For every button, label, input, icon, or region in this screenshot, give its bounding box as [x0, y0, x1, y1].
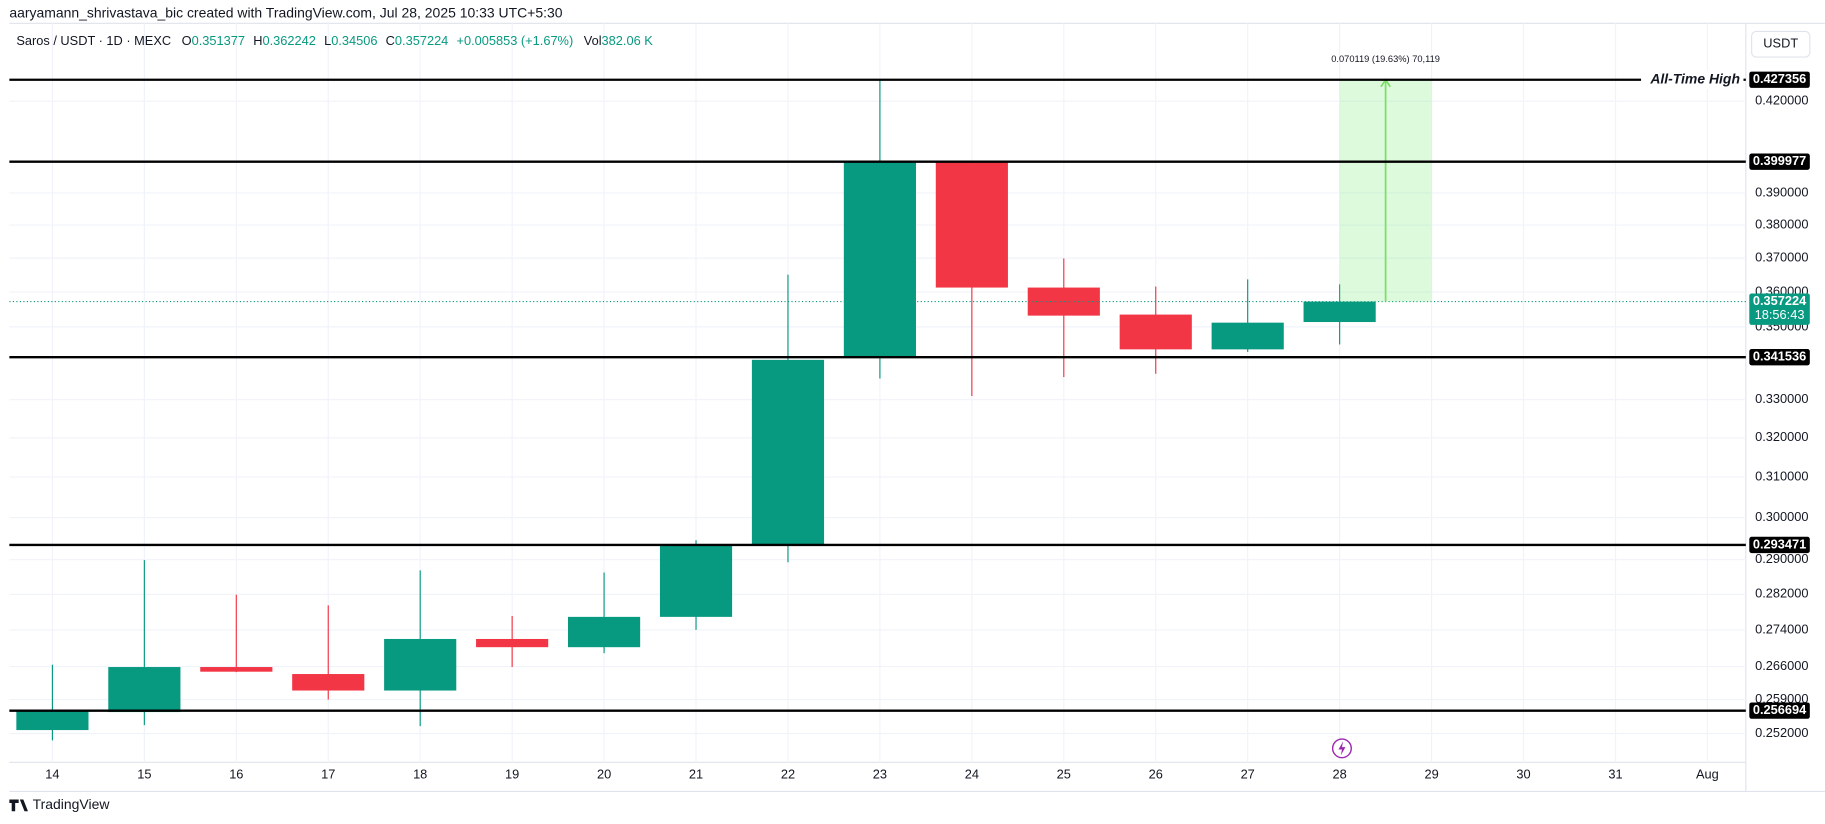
x-tick-label: 15 [137, 766, 151, 781]
marks [9, 78, 1746, 741]
level-tag [1749, 536, 1810, 554]
high-value: 0.362242 [262, 33, 315, 48]
candle-body [659, 544, 733, 617]
candle-body [568, 616, 641, 648]
y-tick-label: 0.420000 [1755, 93, 1808, 108]
y-tick-label: 0.370000 [1755, 249, 1808, 264]
x-tick-label: 24 [965, 766, 979, 781]
y-tick-label: 0.259000 [1755, 691, 1808, 706]
x-tick-label: 19 [505, 766, 519, 781]
symbol: Saros / USDT · 1D · MEXC [16, 33, 171, 48]
currency-button[interactable] [1751, 30, 1811, 58]
x-tick-label: 28 [1333, 766, 1347, 781]
level-label: 0.256694 [1753, 702, 1807, 717]
level-annotation: All-Time High [1649, 70, 1740, 86]
event-bolt [1338, 741, 1346, 756]
level-tag [1749, 153, 1810, 170]
open-value: 0.351377 [192, 33, 245, 48]
ohlc-label: C [386, 33, 395, 48]
x-tick-label: 29 [1424, 766, 1438, 781]
candle-body [200, 667, 273, 672]
x-tick-label: 22 [781, 766, 795, 781]
candle-body [476, 638, 549, 648]
level-tag [1749, 702, 1810, 719]
candle-body [1119, 314, 1192, 350]
y-tick-label: 0.320000 [1755, 429, 1808, 444]
y-tick-label: 0.390000 [1755, 184, 1808, 199]
countdown: 18:56:43 [1755, 307, 1805, 322]
brand: TradingView [33, 796, 111, 812]
attribution: aaryamann_shrivastava_bic created with T… [9, 5, 562, 21]
x-tick-label: 25 [1057, 766, 1071, 781]
low-value: 0.34506 [331, 33, 377, 48]
price-tag [1749, 293, 1810, 325]
price-tag-label: 0.357224 [1753, 293, 1807, 308]
x-tick-label: Aug [1696, 766, 1719, 781]
candle-body [1303, 301, 1376, 323]
x-tick-label: 27 [1241, 766, 1255, 781]
x-tick-label: 14 [45, 766, 59, 781]
y-tick-label: 0.282000 [1755, 586, 1808, 601]
currency-label[interactable]: USDT [1763, 36, 1798, 51]
level-label: 0.341536 [1753, 349, 1806, 364]
y-tick-label: 0.274000 [1755, 621, 1808, 636]
y-tick-label: 0.290000 [1755, 551, 1808, 566]
legend: Saros / USDT · 1D · MEXC O0.351377 H0.36… [16, 33, 653, 48]
y-tick-label: 0.252000 [1755, 725, 1808, 740]
level-tag [1749, 71, 1810, 88]
volume-value: 382.06 K [602, 33, 654, 48]
x-tick-label: 18 [413, 766, 427, 781]
candle-body [16, 711, 89, 731]
candle-body [1211, 322, 1284, 350]
y-tick-label: 0.300000 [1755, 509, 1808, 524]
overlays: 0.4200000.3900000.3800000.3700000.360000… [45, 54, 1810, 781]
ohlc-label: O [182, 33, 192, 48]
x-tick-label: 26 [1149, 766, 1163, 781]
volume-label: Vol [584, 33, 602, 48]
y-tick-label: 0.310000 [1755, 468, 1808, 483]
y-tick-label: 0.380000 [1755, 216, 1808, 231]
x-tick-label: 31 [1608, 766, 1622, 781]
level-tag [1749, 349, 1810, 366]
candle-body [292, 674, 365, 691]
candle-body [108, 667, 181, 713]
measure-label: 0.070119 (19.63%) 70,119 [1331, 54, 1440, 64]
change: +0.005853 (+1.67%) [457, 33, 574, 48]
y-tick-label: 0.266000 [1755, 658, 1808, 673]
level-label: 0.293471 [1753, 536, 1806, 551]
close-value: 0.357224 [395, 33, 448, 48]
annotation-bg [1641, 70, 1744, 90]
level-label: 0.399977 [1753, 153, 1806, 168]
x-tick-label: 20 [597, 766, 611, 781]
candle-body [751, 359, 825, 545]
brand-logo [9, 799, 28, 812]
x-tick-label: 16 [229, 766, 243, 781]
x-tick-label: 23 [873, 766, 887, 781]
candle-body [935, 161, 1008, 288]
ohlc-label: H [253, 33, 262, 48]
ohlc-label: L [324, 33, 331, 48]
x-tick-label: 21 [689, 766, 703, 781]
candle-body [384, 638, 457, 691]
x-tick-label: 30 [1516, 766, 1530, 781]
level-label: 0.427356 [1753, 71, 1806, 86]
candle-body [843, 161, 916, 358]
y-tick-label: 0.330000 [1755, 391, 1808, 406]
x-tick-label: 17 [321, 766, 335, 781]
